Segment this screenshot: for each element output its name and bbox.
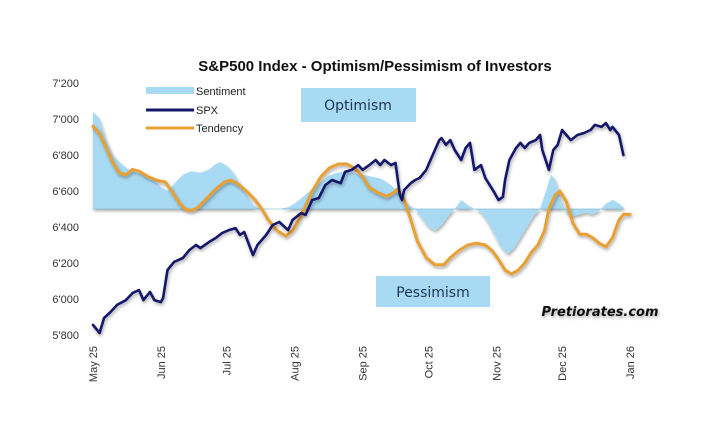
y-tick-label: 7'200 bbox=[52, 78, 79, 90]
y-axis: 7'200 7'000 6'800 6'600 6'400 6'200 6'000 5'800 bbox=[52, 78, 79, 342]
y-tick-label: 6'000 bbox=[52, 294, 79, 306]
x-tick-label: Jun 25 bbox=[156, 346, 168, 379]
optimism-box-bg bbox=[301, 88, 416, 122]
x-tick-label: Jan 26 bbox=[625, 346, 637, 379]
x-tick-label: Dec 25 bbox=[557, 346, 569, 381]
tendency-line bbox=[91, 124, 632, 276]
y-tick-label: 6'400 bbox=[52, 222, 79, 234]
optimism-label: Optimism bbox=[324, 98, 392, 114]
x-axis: May 25 Jun 25 Jul 25 Aug 25 Sep 25 Oct 25 Nov … bbox=[88, 346, 637, 382]
y-tick-label: 6'800 bbox=[52, 150, 79, 162]
plot-area bbox=[91, 111, 632, 335]
legend-item-spx: SPX bbox=[146, 105, 219, 117]
legend-item-tendency: Tendency bbox=[146, 123, 244, 135]
x-tick-label: Sep 25 bbox=[358, 346, 370, 381]
legend: Sentiment SPX Tendency bbox=[146, 86, 246, 135]
y-tick-label: 5'800 bbox=[52, 330, 79, 342]
x-tick-label: Jul 25 bbox=[222, 346, 234, 375]
legend-label-spx: SPX bbox=[196, 105, 219, 117]
x-tick-label: Nov 25 bbox=[491, 346, 503, 381]
x-tick-label: Aug 25 bbox=[290, 346, 302, 381]
optimism-box: Optimism bbox=[301, 88, 416, 122]
pessimism-box: Pessimism bbox=[376, 276, 490, 307]
y-tick-label: 6'200 bbox=[52, 258, 79, 270]
legend-swatch-sentiment bbox=[146, 87, 194, 94]
y-tick-label: 6'600 bbox=[52, 186, 79, 198]
x-tick-label: May 25 bbox=[88, 346, 100, 382]
chart-title: S&P500 Index - Optimism/Pessimism of Inv… bbox=[198, 58, 551, 75]
spx-line bbox=[91, 121, 625, 335]
watermark: Pretiorates.com bbox=[541, 305, 658, 320]
y-tick-label: 7'000 bbox=[52, 114, 79, 126]
legend-label-tendency: Tendency bbox=[196, 123, 244, 135]
pessimism-box-bg bbox=[376, 276, 490, 307]
pessimism-label: Pessimism bbox=[396, 285, 470, 301]
sentiment-area bbox=[93, 111, 624, 254]
legend-label-sentiment: Sentiment bbox=[196, 86, 246, 98]
legend-item-sentiment: Sentiment bbox=[146, 86, 246, 98]
x-tick-label: Oct 25 bbox=[423, 346, 435, 378]
